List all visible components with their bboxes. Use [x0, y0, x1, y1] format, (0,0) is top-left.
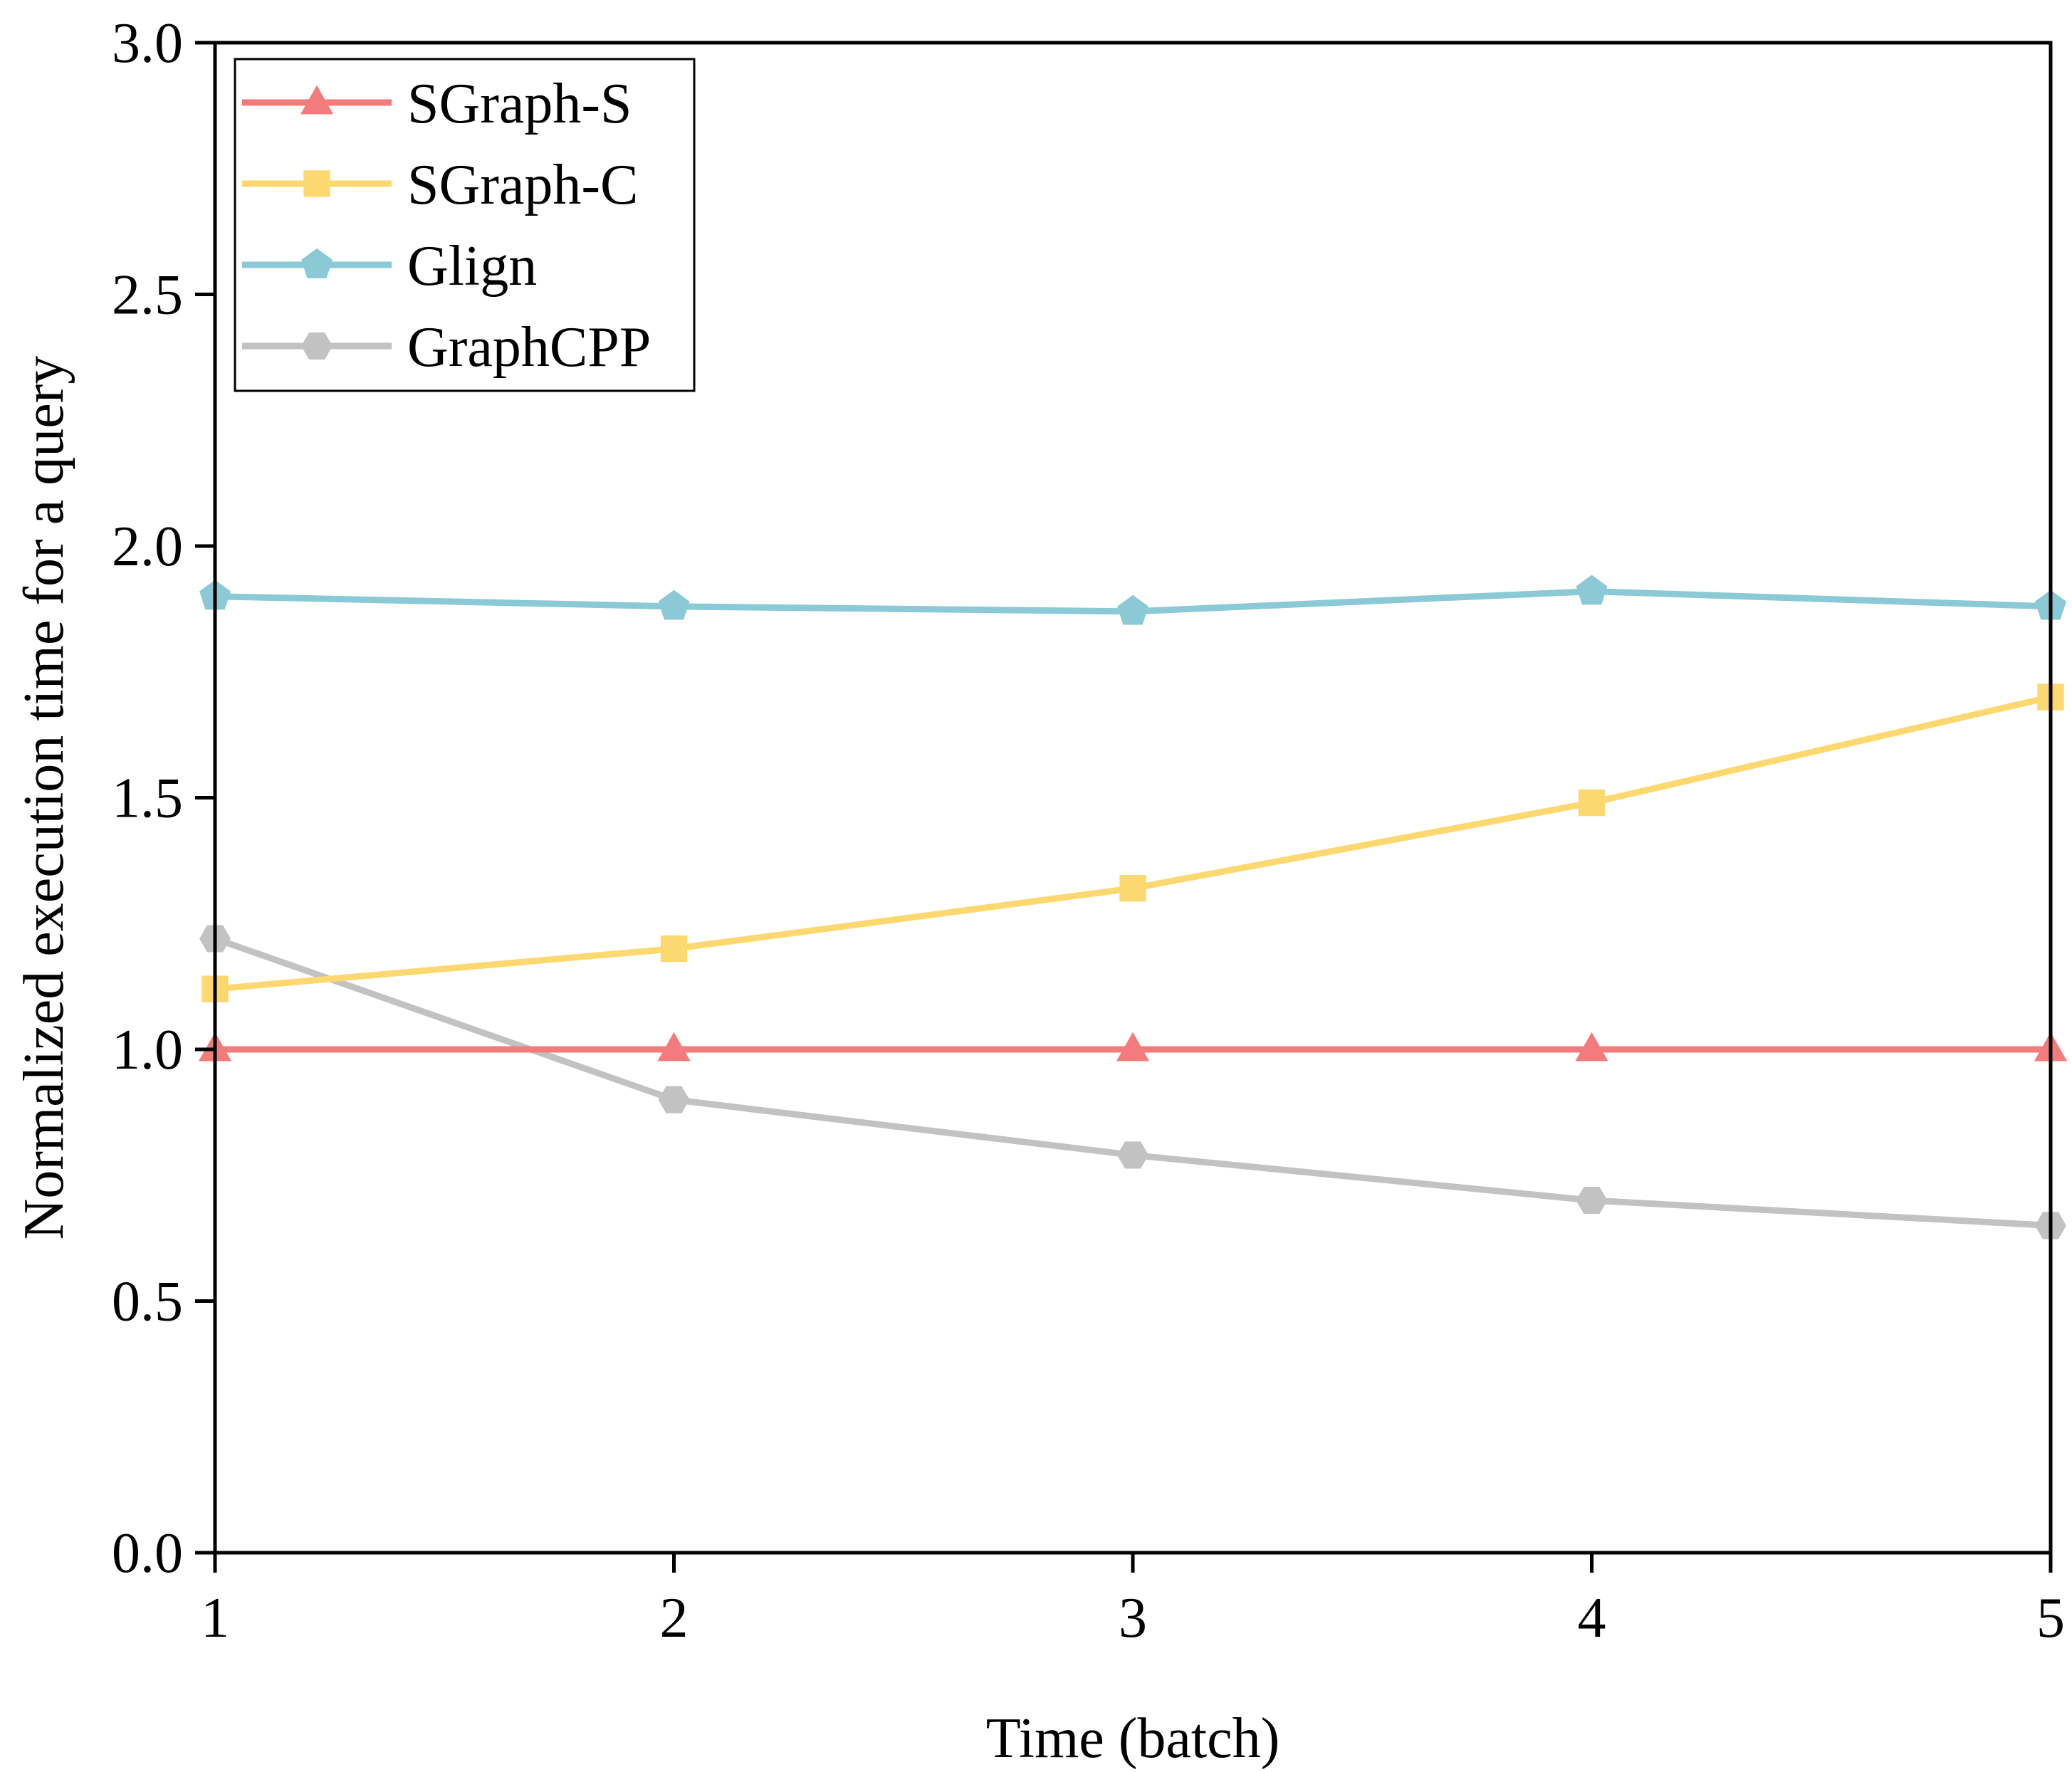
- series-sgraph-s: [198, 1032, 2068, 1061]
- data-point: [1116, 1032, 1150, 1061]
- y-tick-label: 2.0: [112, 515, 183, 578]
- x-tick-label: 1: [201, 1587, 229, 1650]
- y-tick-label: 0.5: [112, 1271, 183, 1333]
- y-tick-label: 3.0: [112, 12, 183, 75]
- axes-layer: 0.0 0.5 1.0 1.5 2.0 2.5 3.0 1 2 3 4 5: [112, 12, 2065, 1650]
- y-tick-label: 1.0: [112, 1019, 183, 1081]
- data-point: [657, 1032, 691, 1061]
- series-line: [214, 693, 2052, 992]
- data-point: [658, 589, 690, 620]
- legend-marker: [301, 248, 333, 278]
- y-axis-title: Normalized execution time for a query: [13, 356, 75, 1240]
- y-tick-label: 2.5: [112, 264, 183, 327]
- series-graphcpp: [199, 925, 2066, 1239]
- legend-label: SGraph-C: [407, 154, 638, 216]
- y-tick-label: 0.0: [112, 1522, 183, 1585]
- series-layer: [198, 575, 2068, 1239]
- x-tick-label: 4: [1578, 1587, 1606, 1650]
- data-point: [658, 1086, 690, 1113]
- data-point: [1575, 1032, 1608, 1061]
- x-axis-title: Time (batch): [986, 1707, 1280, 1770]
- series-glign: [199, 575, 2066, 625]
- legend-marker: [303, 170, 330, 197]
- legend-marker: [300, 85, 334, 115]
- x-tick-label: 3: [1119, 1587, 1147, 1650]
- legend-item: SGraph-C: [242, 154, 638, 216]
- legend-item: GraphCPP: [242, 316, 651, 379]
- legend-label: SGraph-S: [407, 73, 632, 135]
- y-tick-label: 1.5: [112, 767, 183, 830]
- data-point: [1117, 594, 1149, 625]
- data-point: [660, 935, 688, 963]
- series-sgraph-c: [202, 683, 2064, 1002]
- legend-marker: [301, 332, 333, 360]
- legend-label: GraphCPP: [407, 316, 651, 379]
- legend-item: SGraph-S: [242, 73, 632, 135]
- data-point: [1578, 789, 1606, 817]
- x-tick-label: 2: [660, 1587, 689, 1650]
- data-point: [1119, 875, 1146, 902]
- x-tick-label: 5: [2036, 1587, 2065, 1650]
- legend-item: Glign: [242, 235, 537, 298]
- data-point: [1117, 1141, 1149, 1169]
- data-point: [1576, 1187, 1608, 1215]
- legend-label: Glign: [407, 235, 537, 298]
- series-line: [214, 935, 2051, 1229]
- legend: SGraph-S SGraph-C Glign GraphCPP: [234, 58, 696, 392]
- data-point: [1576, 575, 1608, 605]
